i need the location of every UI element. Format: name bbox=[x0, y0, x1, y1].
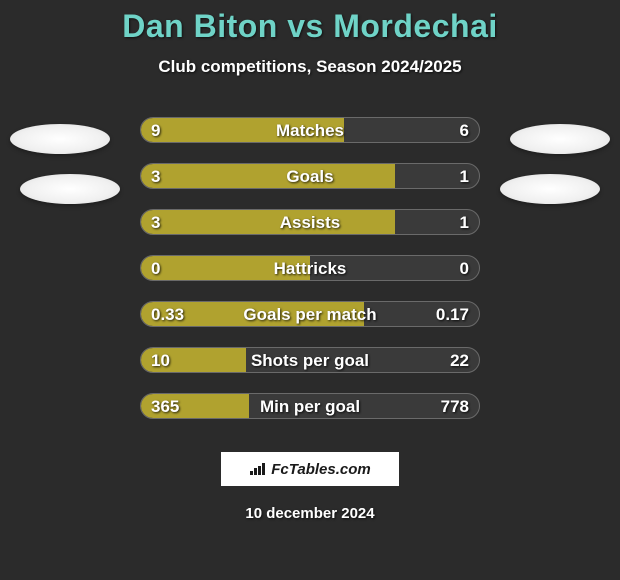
stat-bar-track: 10Shots per goal22 bbox=[140, 347, 480, 373]
stat-value-left: 0 bbox=[151, 256, 160, 281]
stat-bar-fill bbox=[141, 118, 344, 142]
stat-value-left: 365 bbox=[151, 394, 179, 419]
stat-value-right: 22 bbox=[450, 348, 469, 373]
stat-value-left: 3 bbox=[151, 164, 160, 189]
stat-row: 10Shots per goal22 bbox=[0, 337, 620, 383]
stat-value-left: 9 bbox=[151, 118, 160, 143]
stat-value-right: 6 bbox=[460, 118, 469, 143]
stat-bar-track: 9Matches6 bbox=[140, 117, 480, 143]
stat-row: 0Hattricks0 bbox=[0, 245, 620, 291]
stat-bar-track: 3Goals1 bbox=[140, 163, 480, 189]
date-label: 10 december 2024 bbox=[0, 505, 620, 522]
stat-bar-fill bbox=[141, 210, 395, 234]
stat-bar-fill bbox=[141, 164, 395, 188]
stat-value-left: 10 bbox=[151, 348, 170, 373]
stat-value-right: 1 bbox=[460, 164, 469, 189]
brand-label: FcTables.com bbox=[271, 461, 370, 478]
stat-value-left: 0.33 bbox=[151, 302, 184, 327]
stat-value-left: 3 bbox=[151, 210, 160, 235]
stat-value-right: 0.17 bbox=[436, 302, 469, 327]
stat-row: 365Min per goal778 bbox=[0, 383, 620, 429]
stat-bar-fill bbox=[141, 256, 310, 280]
stat-value-right: 778 bbox=[441, 394, 469, 419]
stat-row: 0.33Goals per match0.17 bbox=[0, 291, 620, 337]
page-title: Dan Biton vs Mordechai bbox=[0, 8, 620, 45]
stat-value-right: 1 bbox=[460, 210, 469, 235]
stat-bar-track: 0Hattricks0 bbox=[140, 255, 480, 281]
chart-icon bbox=[249, 462, 267, 476]
stat-bar-track: 3Assists1 bbox=[140, 209, 480, 235]
stat-bar-track: 365Min per goal778 bbox=[140, 393, 480, 419]
stat-bar-track: 0.33Goals per match0.17 bbox=[140, 301, 480, 327]
page-subtitle: Club competitions, Season 2024/2025 bbox=[0, 57, 620, 77]
brand-badge[interactable]: FcTables.com bbox=[220, 451, 400, 487]
stat-value-right: 0 bbox=[460, 256, 469, 281]
comparison-card: Dan Biton vs Mordechai Club competitions… bbox=[0, 0, 620, 580]
stat-row: 9Matches6 bbox=[0, 107, 620, 153]
stat-row: 3Goals1 bbox=[0, 153, 620, 199]
stats-chart: 9Matches6 3Goals1 3Assists1 0Hattricks0 0.33… bbox=[0, 107, 620, 429]
stat-row: 3Assists1 bbox=[0, 199, 620, 245]
